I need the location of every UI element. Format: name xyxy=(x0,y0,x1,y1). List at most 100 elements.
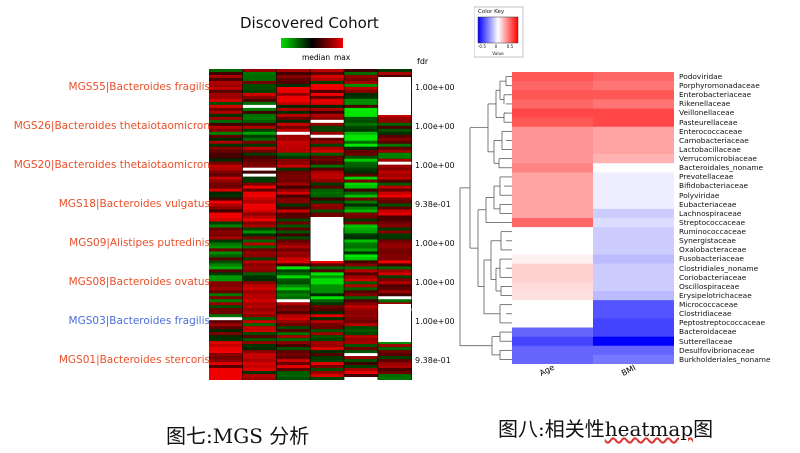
heatmap-cell xyxy=(242,371,277,375)
fdr-value: 1.00e+00 xyxy=(415,316,455,326)
heatmap-cell xyxy=(276,191,310,195)
heatmap-cell xyxy=(209,251,243,255)
heatmap-cell xyxy=(310,326,344,330)
heatmap-cell xyxy=(209,350,243,354)
family-row-label: Coriobacteriaceae xyxy=(679,272,747,282)
heatmap-cell xyxy=(209,344,243,348)
corr-cell xyxy=(593,199,674,210)
heatmap-cell xyxy=(209,335,243,339)
heatmap-cell xyxy=(276,305,310,309)
family-row-label: Bacteroidaceae xyxy=(679,327,737,337)
heatmap-cell xyxy=(344,275,378,279)
heatmap-cell xyxy=(378,350,412,354)
heatmap-cell xyxy=(344,137,378,141)
heatmap-cell xyxy=(310,161,344,165)
heatmap-cell xyxy=(310,69,344,73)
heatmap-cell xyxy=(242,221,277,225)
family-row-label: Lactobacillaceae xyxy=(679,144,741,154)
mgs-heatmap xyxy=(209,69,412,380)
heatmap-cell xyxy=(276,221,310,225)
corr-cell xyxy=(593,154,674,164)
heatmap-cell xyxy=(276,71,310,76)
heatmap-cell xyxy=(276,212,310,216)
heatmap-cell xyxy=(242,122,277,127)
heatmap-cell xyxy=(344,344,378,348)
heatmap-cell xyxy=(310,284,344,288)
heatmap-cell xyxy=(242,92,277,97)
heatmap-cell xyxy=(276,242,310,246)
corr-cell xyxy=(512,227,593,237)
heatmap-cell xyxy=(310,110,344,115)
heatmap-cell xyxy=(276,107,310,112)
heatmap-cell xyxy=(242,149,277,153)
heatmap-cell xyxy=(344,239,378,243)
heatmap-cell xyxy=(310,314,344,318)
heatmap-cell xyxy=(344,146,378,150)
heatmap-cell xyxy=(242,323,277,327)
heatmap-cell xyxy=(209,329,243,333)
fdr-value: 1.00e+00 xyxy=(415,161,455,171)
corr-cell xyxy=(512,181,593,191)
heatmap-cell xyxy=(209,125,243,130)
heatmap-cell xyxy=(242,212,277,216)
heatmap-cell xyxy=(209,71,243,76)
color-key-tick: 0.5 xyxy=(507,44,514,49)
heatmap-cell xyxy=(378,173,412,177)
family-row-label: Eubacteriaceae xyxy=(679,199,737,209)
heatmap-cell xyxy=(242,317,277,321)
heatmap-cell xyxy=(344,212,378,216)
heatmap-cell xyxy=(378,161,412,165)
fdr-value: 1.00e+00 xyxy=(415,83,455,93)
heatmap-cell xyxy=(242,338,277,342)
mgs-row-label: MGS03|Bacteroides fragilis xyxy=(68,314,210,327)
mgs-row-label: MGS01|Bacteroides stercoris xyxy=(58,353,210,366)
heatmap-cell xyxy=(209,224,243,228)
heatmap-cell xyxy=(242,242,277,246)
heatmap-cell xyxy=(344,326,378,330)
heatmap-cell xyxy=(310,317,344,321)
corr-cell xyxy=(593,281,674,292)
heatmap-cell xyxy=(276,206,310,210)
heatmap-cell xyxy=(378,257,412,261)
corr-cell xyxy=(512,272,593,283)
heatmap-cell xyxy=(378,71,412,76)
heatmap-cell xyxy=(242,362,277,366)
heatmap-cell xyxy=(276,95,310,100)
heatmap-cell xyxy=(344,164,378,168)
heatmap-cell xyxy=(310,74,344,79)
heatmap-cell xyxy=(378,263,412,267)
heatmap-cell xyxy=(344,152,378,156)
heatmap-cell xyxy=(242,350,277,354)
heatmap-cell xyxy=(344,119,378,124)
heatmap-cell xyxy=(209,146,243,150)
heatmap-cell xyxy=(276,362,310,366)
heatmap-cell xyxy=(310,203,344,207)
corr-cell xyxy=(593,99,674,109)
heatmap-cell xyxy=(344,245,378,249)
heatmap-cell xyxy=(344,230,378,234)
heatmap-cell xyxy=(242,203,277,207)
heatmap-cell xyxy=(276,119,310,124)
heatmap-cell xyxy=(276,371,310,375)
heatmap-cell xyxy=(209,116,243,121)
heatmap-cell xyxy=(310,290,344,294)
heatmap-cell xyxy=(310,206,344,210)
heatmap-cell xyxy=(209,254,243,258)
heatmap-cell xyxy=(209,326,243,330)
heatmap-cell xyxy=(276,275,310,279)
heatmap-cell xyxy=(344,347,378,351)
family-row-label: Porphyromonadaceae xyxy=(679,81,760,91)
heatmap-cell xyxy=(310,179,344,183)
heatmap-cell xyxy=(344,302,378,306)
corr-cell xyxy=(593,254,674,264)
heatmap-cell xyxy=(209,365,243,369)
heatmap-cell xyxy=(276,260,310,264)
heatmap-cell xyxy=(209,134,243,138)
corr-cell xyxy=(512,190,593,201)
heatmap-cell xyxy=(209,233,243,237)
heatmap-cell xyxy=(310,128,344,132)
heatmap-cell xyxy=(209,230,243,234)
heatmap-cell xyxy=(344,122,378,127)
heatmap-cell xyxy=(344,341,378,345)
corr-cell xyxy=(593,327,674,337)
